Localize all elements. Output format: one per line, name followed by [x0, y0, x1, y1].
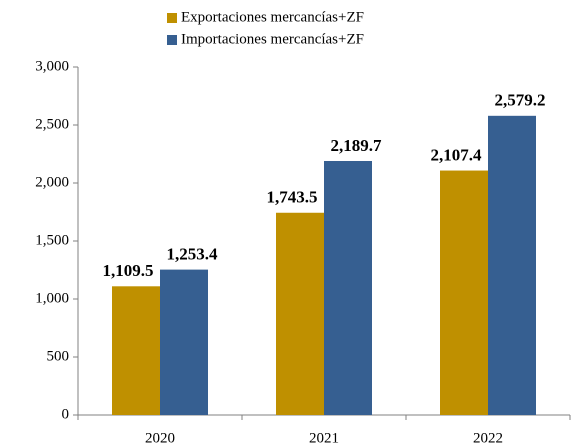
bar [324, 160, 372, 415]
bar [440, 170, 488, 415]
y-tick-label: 1,500 [35, 232, 69, 248]
legend-swatch [167, 35, 177, 45]
x-tick-label: 2021 [309, 430, 339, 446]
y-tick-label: 3,000 [35, 58, 69, 74]
y-tick-label: 2,000 [35, 174, 69, 190]
value-label: 1,109.5 [103, 261, 154, 280]
legend-label: Importaciones mercancías+ZF [181, 31, 364, 47]
value-label: 1,253.4 [167, 245, 219, 264]
legend-swatch [167, 13, 177, 23]
value-label: 2,579.2 [495, 91, 546, 110]
y-tick-label: 2,500 [35, 116, 69, 132]
bar [112, 286, 160, 415]
y-tick-label: 500 [47, 348, 70, 364]
x-tick-label: 2022 [473, 430, 503, 446]
bar [160, 269, 208, 415]
bar [488, 115, 536, 415]
value-label: 2,107.4 [431, 145, 483, 164]
y-tick-label: 0 [62, 406, 70, 422]
x-tick-label: 2020 [145, 430, 175, 446]
value-label: 1,743.5 [267, 188, 318, 207]
y-tick-label: 1,000 [35, 290, 69, 306]
value-label: 2,189.7 [331, 136, 383, 155]
bar [276, 212, 324, 415]
legend-label: Exportaciones mercancías+ZF [181, 9, 364, 25]
